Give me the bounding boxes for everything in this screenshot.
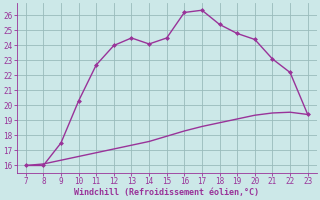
X-axis label: Windchill (Refroidissement éolien,°C): Windchill (Refroidissement éolien,°C)	[74, 188, 259, 197]
